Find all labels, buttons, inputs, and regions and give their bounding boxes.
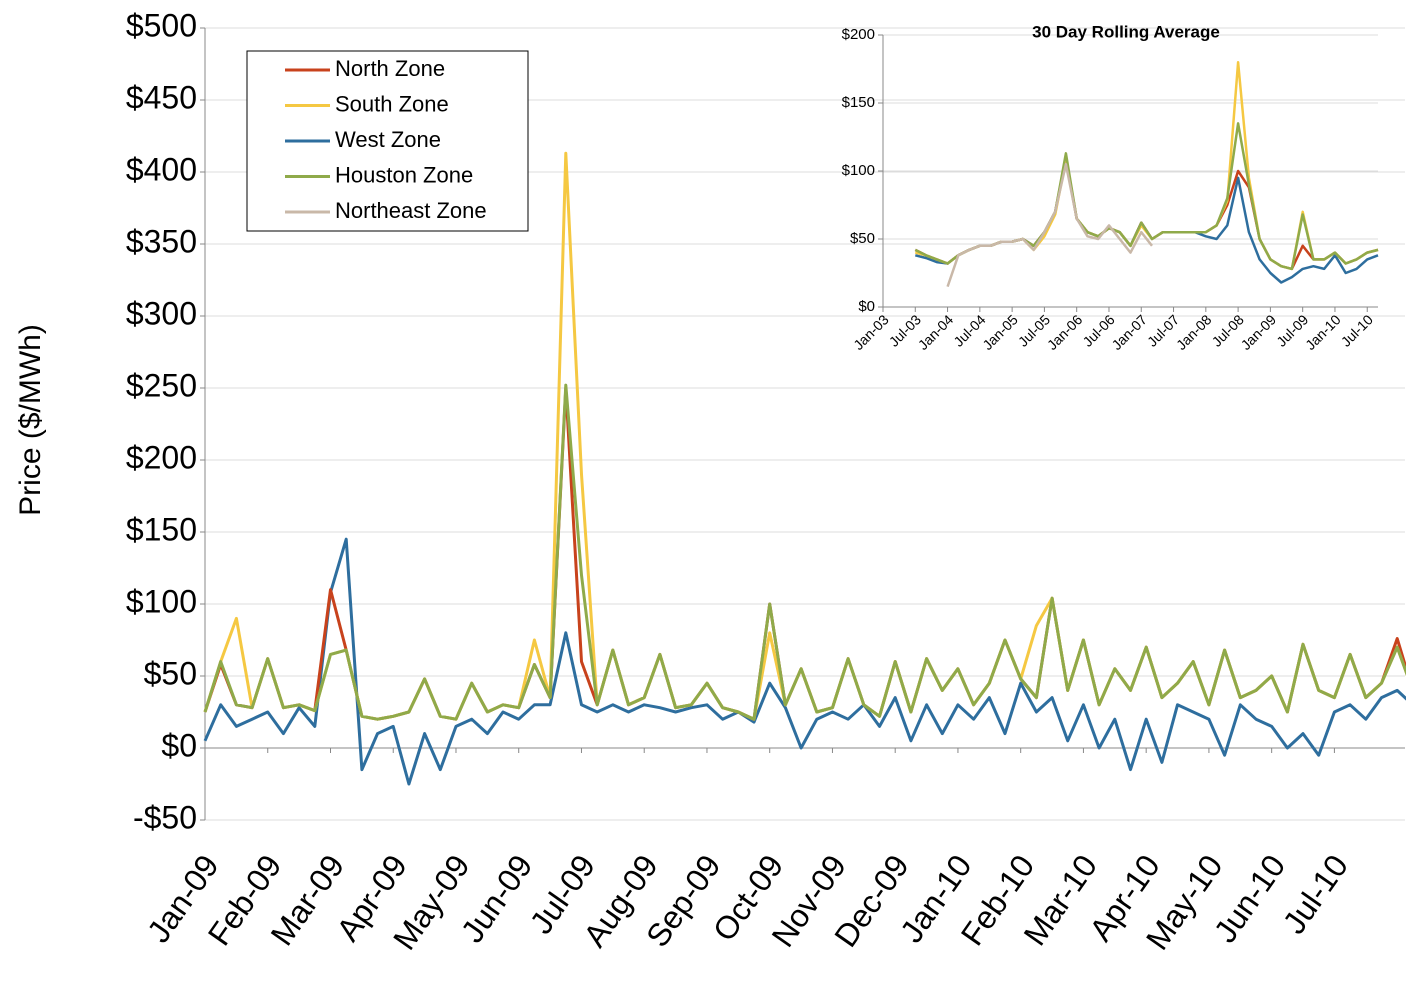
legend-label: South Zone bbox=[335, 91, 449, 116]
series-line bbox=[203, 386, 1406, 721]
series-line bbox=[203, 383, 1406, 721]
y-tick-label: $150 bbox=[842, 94, 875, 111]
y-tick-label: $200 bbox=[842, 26, 875, 43]
y-tick-label: $500 bbox=[126, 7, 197, 43]
y-tick-label: $400 bbox=[126, 151, 197, 187]
y-tick-label: $0 bbox=[858, 298, 875, 315]
inset-title: 30 Day Rolling Average bbox=[1032, 22, 1220, 41]
y-tick-label: $100 bbox=[126, 583, 197, 619]
legend-label: West Zone bbox=[335, 127, 441, 152]
y-tick-label: -$50 bbox=[133, 799, 197, 835]
y-tick-label: $150 bbox=[126, 511, 197, 547]
legend-label: Houston Zone bbox=[335, 162, 473, 187]
y-tick-label: $450 bbox=[126, 79, 197, 115]
y-tick-label: $100 bbox=[842, 162, 875, 179]
y-tick-label: $200 bbox=[126, 439, 197, 475]
y-tick-label: $0 bbox=[161, 727, 197, 763]
y-tick-label: $300 bbox=[126, 295, 197, 331]
series-line bbox=[946, 162, 1153, 288]
inset-background bbox=[818, 10, 1388, 420]
y-tick-label: $350 bbox=[126, 223, 197, 259]
legend-label: Northeast Zone bbox=[335, 198, 487, 223]
series-line bbox=[203, 537, 1406, 786]
y-tick-label: $250 bbox=[126, 367, 197, 403]
x-tick-label: Jul-10 bbox=[1276, 848, 1355, 940]
legend-label: North Zone bbox=[335, 56, 445, 81]
y-axis-title: Price ($/MWh) bbox=[14, 324, 47, 516]
y-tick-label: $50 bbox=[144, 655, 197, 691]
y-tick-label: $50 bbox=[850, 230, 875, 247]
